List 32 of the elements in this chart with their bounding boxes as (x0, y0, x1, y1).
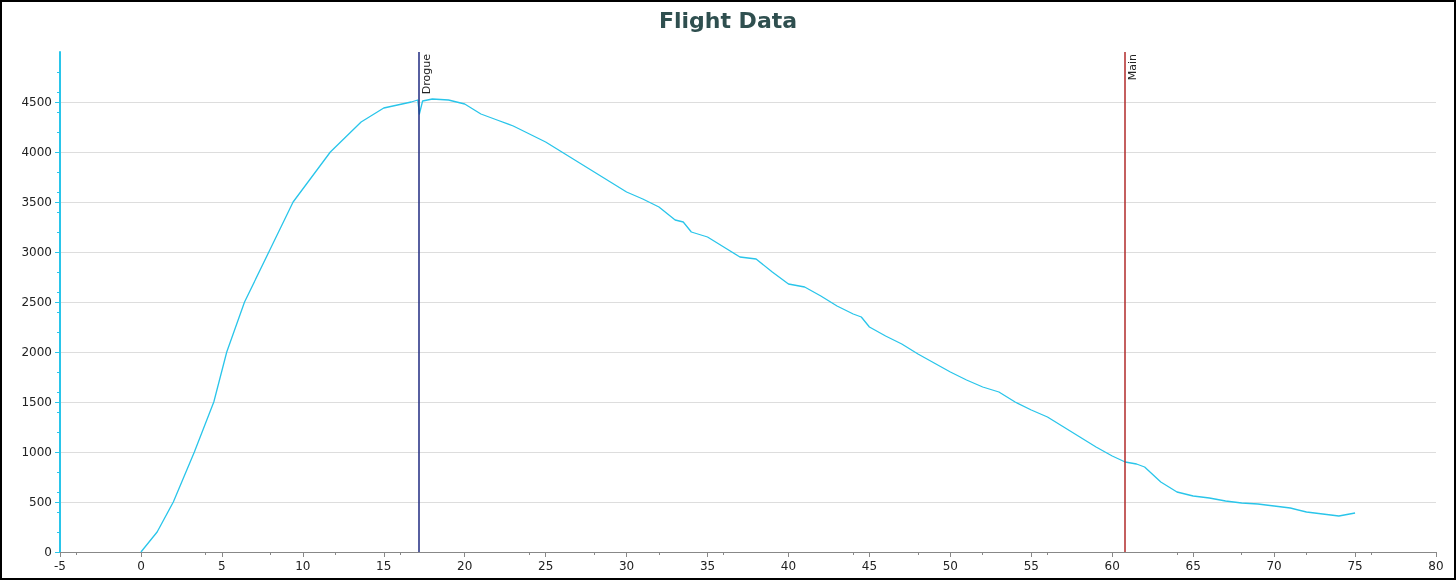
x-tick-label: 15 (376, 559, 392, 573)
x-tick-label: 25 (538, 559, 554, 573)
x-tick-label: 70 (1266, 559, 1282, 573)
y-tick-label: 4000 (21, 145, 52, 159)
x-tick-label: 65 (1185, 559, 1201, 573)
x-tick-label: -5 (54, 559, 66, 573)
y-tick-label: 500 (29, 495, 52, 509)
chart-title: Flight Data (658, 7, 798, 33)
x-tick-label: 45 (861, 559, 878, 573)
y-tick-label: 2500 (21, 295, 52, 309)
x-tick-label: 60 (1104, 559, 1120, 573)
line-series (140, 98, 1356, 553)
ref-line-label: Main (1126, 53, 1140, 81)
x-tick-label: 30 (618, 559, 635, 573)
y-tick-label: 3500 (21, 195, 52, 209)
y-tick-label: 1000 (21, 445, 52, 459)
x-tick-label: 20 (457, 559, 473, 573)
x-tick-label: 50 (942, 559, 958, 573)
y-tick-label: 3000 (21, 245, 52, 259)
x-tick-label: 75 (1347, 559, 1363, 573)
y-tick-label: 0 (44, 545, 52, 559)
x-tick-label: 5 (218, 559, 226, 573)
ref-line-label: Drogue (419, 53, 433, 95)
x-tick-label: 40 (780, 559, 797, 573)
x-tick-label: 55 (1023, 559, 1039, 573)
x-tick-label: 80 (1428, 559, 1444, 573)
y-tick-label: 1500 (21, 395, 52, 409)
y-tick-label: 2000 (21, 345, 52, 359)
y-tick-label: 4500 (21, 95, 52, 109)
x-tick-label: 10 (295, 559, 311, 573)
x-tick-label: 0 (137, 559, 145, 573)
x-tick-label: 35 (699, 559, 716, 573)
